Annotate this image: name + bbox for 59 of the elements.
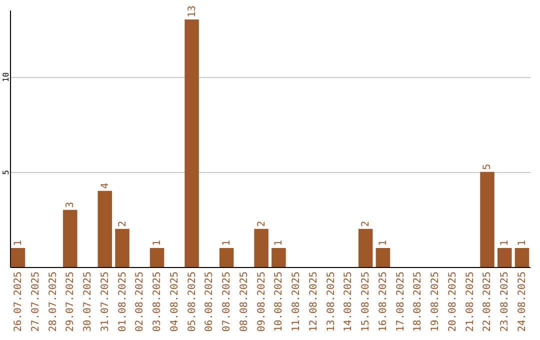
x-tick-label: 04.08.2025 bbox=[169, 272, 180, 332]
bar bbox=[184, 20, 199, 267]
bar bbox=[498, 248, 512, 267]
x-tick-label: 26.07.2025 bbox=[12, 272, 24, 332]
bar bbox=[219, 248, 234, 267]
x-tick-label: 01.08.2025 bbox=[117, 272, 128, 332]
x-tick-label: 16.08.2025 bbox=[378, 272, 389, 332]
data-label: 1 bbox=[152, 240, 164, 246]
x-tick-label: 29.07.2025 bbox=[65, 272, 76, 332]
data-label: 3 bbox=[65, 202, 76, 208]
x-tick-label: 11.08.2025 bbox=[291, 272, 302, 332]
x-tick-label: 31.07.2025 bbox=[100, 272, 111, 332]
x-tick-label: 09.08.2025 bbox=[256, 272, 268, 332]
x-tick-label: 15.08.2025 bbox=[360, 272, 372, 332]
x-tick-label: 27.07.2025 bbox=[30, 272, 42, 332]
x-tick-label: 17.08.2025 bbox=[395, 272, 406, 332]
x-tick-label: 02.08.2025 bbox=[134, 272, 146, 332]
data-label: 1 bbox=[222, 240, 233, 246]
bar bbox=[272, 248, 286, 267]
x-tick-label: 28.07.2025 bbox=[48, 272, 59, 332]
bar bbox=[254, 228, 268, 267]
x-tick-label: 06.08.2025 bbox=[204, 272, 216, 332]
y-tick-label: 10 bbox=[2, 72, 10, 82]
x-tick-label: 10.08.2025 bbox=[274, 272, 285, 332]
x-tick-label: 03.08.2025 bbox=[152, 272, 164, 332]
bar bbox=[10, 248, 26, 267]
x-tick-label: 05.08.2025 bbox=[186, 272, 198, 332]
x-tick-label: 22.08.2025 bbox=[482, 272, 494, 332]
x-tick-label: 14.08.2025 bbox=[343, 272, 354, 332]
data-label: 5 bbox=[482, 164, 494, 170]
bar bbox=[98, 190, 112, 267]
data-label: 2 bbox=[117, 220, 128, 227]
x-tick-label: 08.08.2025 bbox=[238, 272, 250, 332]
bar bbox=[63, 210, 78, 267]
data-label: 1 bbox=[517, 240, 528, 246]
x-tick-label: 18.08.2025 bbox=[412, 272, 424, 332]
x-tick-label: 12.08.2025 bbox=[308, 272, 320, 332]
x-tick-label: 13.08.2025 bbox=[326, 272, 337, 332]
x-tick-label: 23.08.2025 bbox=[500, 272, 511, 332]
bar bbox=[514, 248, 530, 267]
data-label: 2 bbox=[256, 220, 268, 227]
x-tick-label: 30.07.2025 bbox=[82, 272, 94, 332]
x-tick-label: 21.08.2025 bbox=[464, 272, 476, 332]
x-tick-label: 19.08.2025 bbox=[430, 272, 442, 332]
data-label: 13 bbox=[186, 5, 198, 18]
data-label: 1 bbox=[274, 240, 285, 246]
bar bbox=[115, 228, 130, 267]
x-tick-label: 07.08.2025 bbox=[222, 272, 233, 332]
bar bbox=[480, 172, 494, 267]
x-tick-label: 24.08.2025 bbox=[517, 272, 528, 332]
data-label: 1 bbox=[378, 240, 389, 246]
data-label: 4 bbox=[100, 182, 111, 189]
x-tick-label: 20.08.2025 bbox=[447, 272, 458, 332]
bar bbox=[358, 228, 373, 267]
bar bbox=[150, 248, 164, 267]
data-label: 1 bbox=[12, 240, 24, 246]
data-label: 2 bbox=[360, 220, 372, 227]
data-label: 1 bbox=[500, 240, 511, 246]
bar bbox=[376, 248, 390, 267]
